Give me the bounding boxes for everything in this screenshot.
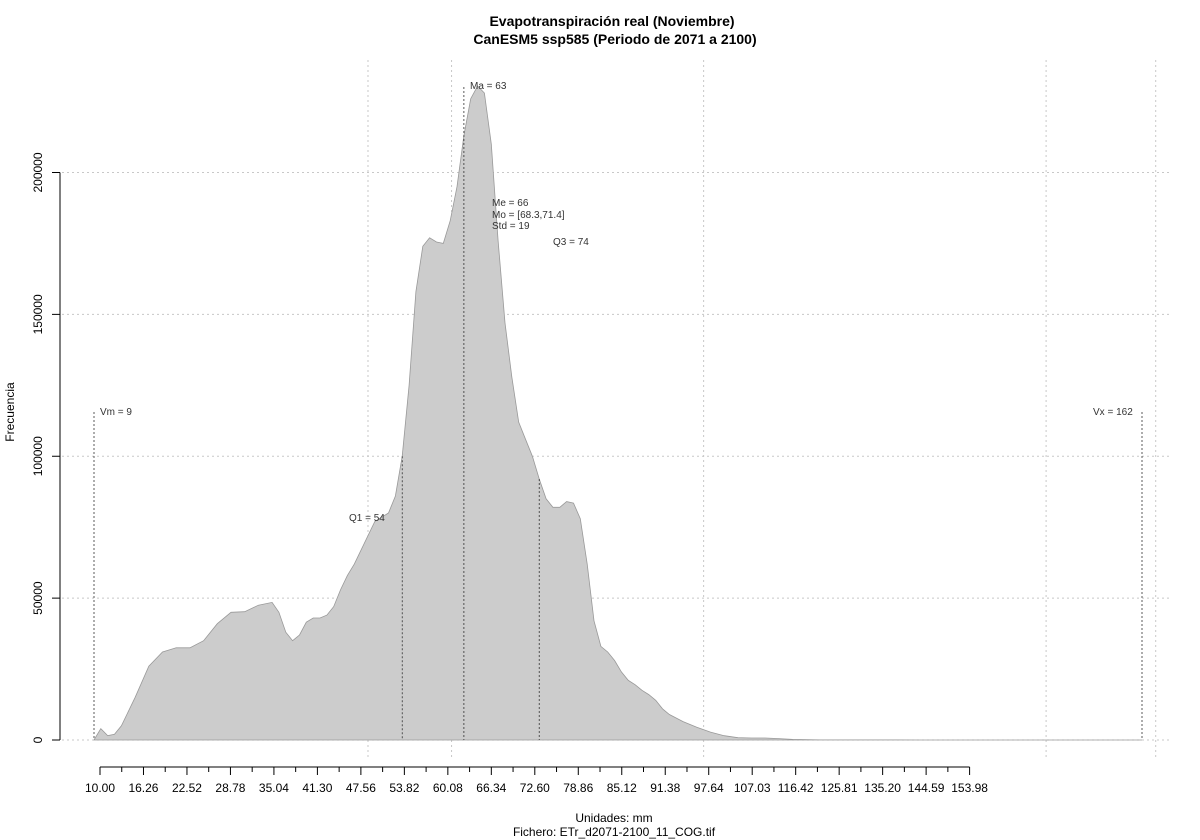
source-caption: Fichero: ETr_d2071-2100_11_COG.tif	[513, 825, 716, 839]
x-tick-label-19: 144.59	[908, 781, 945, 795]
x-tick-label-18: 135.20	[864, 781, 901, 795]
stat-annotations: Vm = 9 Q1 = 54 Ma = 63 Me = 66 Mo = [68.…	[100, 81, 1133, 524]
x-tick-label-14: 97.64	[694, 781, 724, 795]
x-tick-label-0: 10.00	[85, 781, 115, 795]
x-axis: 10.00 16.26 22.52 28.78 35.04 41.30 47.56 53.82…	[85, 766, 988, 795]
annotation-std: Std = 19	[492, 221, 530, 232]
y-tick-label-4: 200000	[31, 152, 45, 192]
x-tick-label-12: 85.12	[607, 781, 637, 795]
annotation-vx: Vx = 162	[1093, 407, 1133, 418]
y-axis: 0 50000 100000 150000 200000	[31, 152, 61, 743]
y-tick-label-3: 150000	[31, 294, 45, 334]
annotation-ma: Ma = 63	[470, 81, 507, 92]
annotation-q3: Q3 = 74	[553, 237, 589, 248]
x-tick-label-4: 35.04	[259, 781, 289, 795]
x-tick-label-15: 107.03	[734, 781, 771, 795]
annotation-vm: Vm = 9	[100, 407, 132, 418]
x-tick-label-5: 41.30	[302, 781, 332, 795]
y-axis-label: Frecuencia	[3, 382, 17, 442]
x-tick-label-13: 91.38	[650, 781, 680, 795]
x-tick-label-6: 47.56	[346, 781, 376, 795]
x-tick-label-8: 60.08	[433, 781, 463, 795]
chart-title: Evapotranspiración real (Noviembre)	[489, 13, 734, 29]
x-tick-label-9: 66.34	[476, 781, 506, 795]
x-tick-label-3: 28.78	[215, 781, 245, 795]
x-tick-label-1: 16.26	[128, 781, 158, 795]
y-tick-label-1: 50000	[31, 581, 45, 615]
annotation-mo: Mo = [68.3,71.4]	[492, 210, 565, 221]
y-tick-label-2: 100000	[31, 436, 45, 476]
x-tick-label-7: 53.82	[389, 781, 419, 795]
stat-markers	[93, 87, 1143, 740]
x-tick-label-11: 78.86	[563, 781, 593, 795]
annotation-me: Me = 66	[492, 198, 529, 209]
x-tick-label-17: 125.81	[821, 781, 858, 795]
annotation-q1: Q1 = 54	[349, 513, 385, 524]
x-tick-label-10: 72.60	[520, 781, 550, 795]
x-tick-label-2: 22.52	[172, 781, 202, 795]
density-area	[93, 85, 1142, 741]
x-tick-label-16: 116.42	[778, 781, 814, 795]
chart-subtitle: CanESM5 ssp585 (Periodo de 2071 a 2100)	[473, 31, 756, 47]
x-axis-label: Unidades: mm	[575, 811, 652, 825]
x-tick-label-20: 153.98	[951, 781, 988, 795]
y-tick-label-0: 0	[31, 736, 45, 743]
